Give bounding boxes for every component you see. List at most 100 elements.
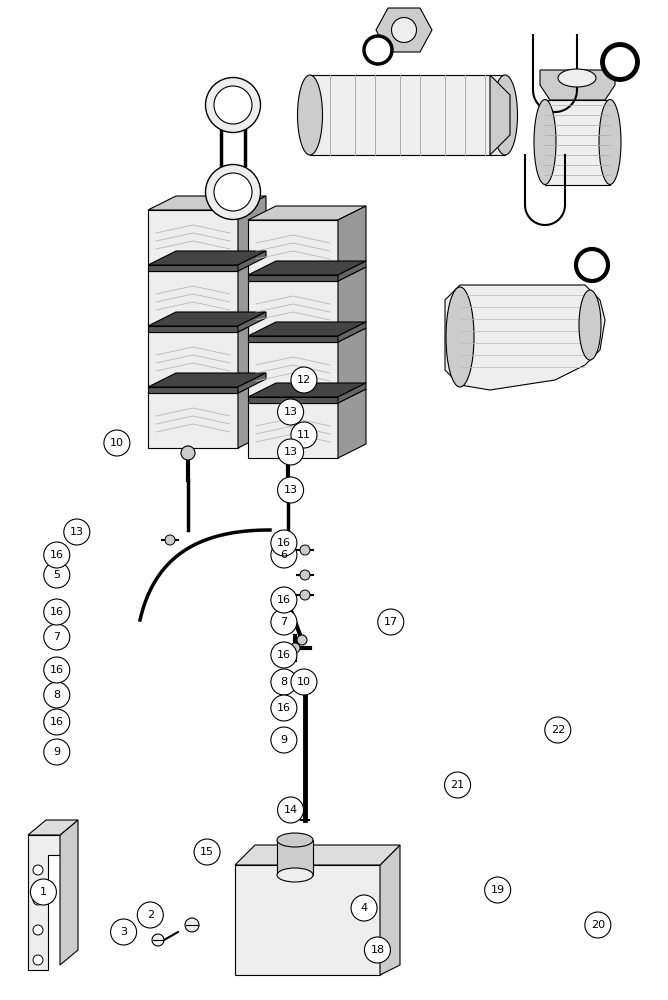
Circle shape (181, 446, 195, 460)
Text: 13: 13 (284, 447, 297, 457)
Circle shape (31, 879, 56, 905)
Polygon shape (248, 342, 338, 397)
Circle shape (291, 367, 317, 393)
Text: 15: 15 (200, 847, 214, 857)
Polygon shape (148, 318, 266, 332)
Ellipse shape (277, 868, 313, 882)
Circle shape (278, 477, 303, 503)
Circle shape (281, 488, 295, 502)
Polygon shape (338, 267, 366, 336)
Polygon shape (490, 75, 510, 155)
Polygon shape (238, 257, 266, 326)
Circle shape (194, 839, 220, 865)
Circle shape (152, 934, 164, 946)
Ellipse shape (492, 75, 518, 155)
Ellipse shape (576, 249, 608, 281)
Text: 2: 2 (147, 910, 154, 920)
Polygon shape (248, 275, 338, 281)
Polygon shape (238, 318, 266, 387)
Ellipse shape (611, 53, 629, 70)
Circle shape (378, 609, 403, 635)
Circle shape (44, 562, 69, 588)
Ellipse shape (371, 42, 385, 57)
Polygon shape (148, 251, 266, 265)
Ellipse shape (603, 44, 637, 80)
Text: 4: 4 (361, 903, 367, 913)
Polygon shape (238, 196, 266, 265)
Polygon shape (148, 196, 266, 210)
Polygon shape (277, 840, 313, 875)
Ellipse shape (206, 78, 261, 132)
Ellipse shape (446, 287, 474, 387)
Circle shape (351, 895, 377, 921)
Ellipse shape (282, 595, 292, 605)
Text: 16: 16 (50, 665, 63, 675)
Ellipse shape (297, 635, 307, 645)
Polygon shape (248, 403, 338, 458)
Polygon shape (545, 100, 610, 185)
Circle shape (545, 717, 570, 743)
Circle shape (291, 422, 317, 448)
Circle shape (271, 669, 297, 695)
Polygon shape (248, 336, 338, 342)
Circle shape (33, 895, 43, 905)
Text: 13: 13 (70, 527, 84, 537)
Text: 11: 11 (297, 430, 311, 440)
Polygon shape (338, 383, 366, 403)
Text: 18: 18 (370, 945, 385, 955)
Text: 6: 6 (281, 550, 287, 560)
Text: 7: 7 (53, 632, 60, 642)
Ellipse shape (391, 17, 417, 42)
Ellipse shape (214, 86, 252, 124)
Polygon shape (338, 206, 366, 275)
Circle shape (291, 669, 317, 695)
Polygon shape (238, 251, 266, 271)
Circle shape (44, 599, 69, 625)
Polygon shape (338, 261, 366, 281)
Ellipse shape (364, 36, 392, 64)
Polygon shape (238, 379, 266, 448)
Text: 22: 22 (550, 725, 565, 735)
Polygon shape (148, 326, 238, 332)
Polygon shape (148, 387, 238, 393)
Text: 21: 21 (450, 780, 465, 790)
Circle shape (300, 545, 310, 555)
Ellipse shape (206, 164, 261, 220)
Circle shape (271, 695, 297, 721)
Circle shape (271, 642, 297, 668)
Polygon shape (338, 389, 366, 458)
Circle shape (365, 937, 390, 963)
Text: 5: 5 (53, 570, 60, 580)
Text: 13: 13 (284, 407, 297, 417)
Text: 19: 19 (490, 885, 505, 895)
Polygon shape (235, 865, 380, 975)
Polygon shape (248, 328, 366, 342)
Text: 10: 10 (297, 677, 311, 687)
Polygon shape (248, 261, 366, 275)
Text: 20: 20 (591, 920, 605, 930)
Text: 1: 1 (40, 887, 47, 897)
Polygon shape (148, 332, 238, 387)
Circle shape (165, 535, 175, 545)
Circle shape (290, 643, 300, 653)
Polygon shape (148, 271, 238, 326)
Text: 14: 14 (283, 805, 298, 815)
Polygon shape (248, 322, 366, 336)
Ellipse shape (214, 173, 252, 211)
Circle shape (138, 902, 163, 928)
Circle shape (44, 542, 69, 568)
Polygon shape (338, 328, 366, 397)
Circle shape (585, 912, 611, 938)
Circle shape (33, 865, 43, 875)
Circle shape (33, 955, 43, 965)
Ellipse shape (584, 257, 600, 273)
Ellipse shape (599, 100, 621, 184)
Polygon shape (248, 206, 366, 220)
Circle shape (271, 727, 297, 753)
Circle shape (111, 919, 136, 945)
Circle shape (185, 918, 199, 932)
Circle shape (485, 877, 510, 903)
Text: 12: 12 (297, 375, 311, 385)
Circle shape (44, 739, 69, 765)
Polygon shape (148, 210, 238, 265)
